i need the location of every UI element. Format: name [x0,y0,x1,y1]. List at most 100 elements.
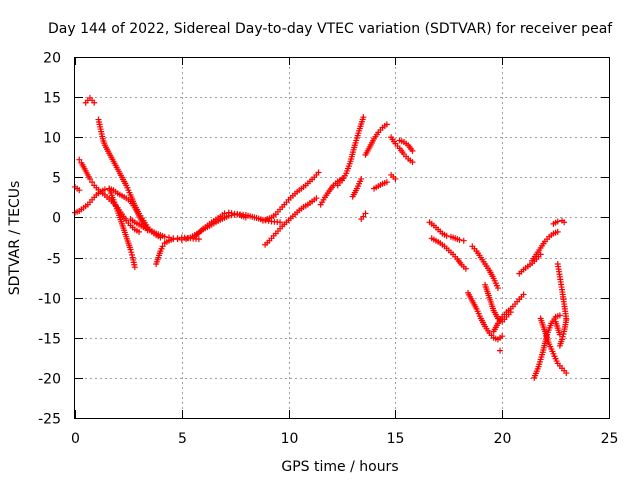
data-point [409,159,416,166]
data-point [554,218,561,225]
data-point [383,121,390,128]
series-arc-16 [362,121,390,158]
series-arc-10 [259,169,322,224]
y-tick-label: 15 [43,91,61,107]
plot-frame [74,57,610,419]
data-point [313,195,320,202]
data-point [159,243,166,250]
y-tick-label: -5 [47,252,61,268]
axis-ticks [75,57,610,419]
data-point [170,236,177,243]
series-arc-17 [371,179,390,192]
series-arc-28 [529,228,561,264]
series-arc-11 [262,195,320,248]
data-point [101,186,108,193]
series-arc-22 [428,235,469,272]
x-tick-label: 25 [601,431,619,447]
data-point [559,336,566,343]
data-point [89,179,96,186]
data-point [76,156,83,163]
data-point [556,331,563,338]
data-point [360,114,367,121]
data-point [91,99,98,106]
y-tick-labels: -25 -20 -15 -10 -5 0 5 10 15 20 [38,51,61,428]
series-arc-31 [550,217,568,227]
series-arc-5 [72,183,83,194]
y-tick-label: 5 [52,171,61,187]
y-tick-label: 10 [43,131,61,147]
data-point [563,370,570,377]
y-tick-label: -25 [38,412,61,428]
data-point [136,228,143,235]
series-arc-23 [469,243,501,292]
series-arc-15 [358,210,369,223]
data-point [497,347,504,354]
data-point [127,246,134,253]
series-arc-25 [482,281,514,325]
data-point [195,236,202,243]
data-point [443,232,450,239]
data-point [409,147,416,154]
data-point [161,233,168,240]
data-point [242,214,249,221]
data-point [131,264,138,271]
series-arc-9 [191,209,249,240]
series-arc-27 [516,251,544,277]
series-arc-6 [106,185,138,271]
grid [75,57,609,418]
data-point [563,317,570,324]
data-point [383,179,390,186]
data-point [360,213,367,220]
x-axis-label: GPS time / hours [281,459,398,475]
data-point [520,291,527,298]
series-arc-34 [552,318,563,338]
series-arc-21 [426,219,467,244]
series-arc-2 [82,94,98,106]
series-arc-29 [531,312,563,381]
series-arc-3 [95,116,164,241]
x-tick-label: 10 [281,431,299,447]
y-axis-label: SDTVAR / TECUs [7,181,23,296]
data-points [72,94,570,381]
data-point [556,312,563,319]
series-arc-35 [497,347,504,354]
series-arc-24 [465,289,506,343]
x-tick-labels: 0 5 10 15 20 25 [71,431,618,447]
series-arc-14 [349,175,365,200]
y-tick-label: -20 [38,372,61,388]
data-point [128,251,135,258]
data-point [499,333,506,340]
y-tick-label: 20 [43,51,61,67]
y-tick-label: -10 [38,292,61,308]
series-arc-20 [388,171,399,182]
data-point [174,235,181,242]
x-tick-label: 20 [494,431,512,447]
data-point [128,249,135,256]
data-point [358,175,365,182]
chart-title: Day 144 of 2022, Sidereal Day-to-day VTE… [48,21,613,37]
series-arc-18 [388,134,416,166]
data-point [315,169,322,176]
y-tick-label: -15 [38,332,61,348]
series-arc-33 [556,317,570,349]
series-arc-26 [490,291,527,335]
x-tick-label: 5 [178,431,187,447]
data-point [561,219,568,226]
x-tick-label: 15 [387,431,405,447]
data-point [494,285,501,292]
data-point [76,187,83,194]
data-point [277,219,284,226]
data-point [554,228,561,235]
data-point [86,175,93,182]
data-point [392,175,399,182]
data-point [362,210,369,217]
x-tick-label: 0 [71,431,80,447]
data-point [221,210,228,217]
data-point [456,236,463,243]
series-arc-30 [537,315,570,377]
series-arc-19 [396,137,416,154]
series-arc-32 [554,260,570,322]
data-point [460,237,467,244]
series-arc-13 [334,114,367,189]
